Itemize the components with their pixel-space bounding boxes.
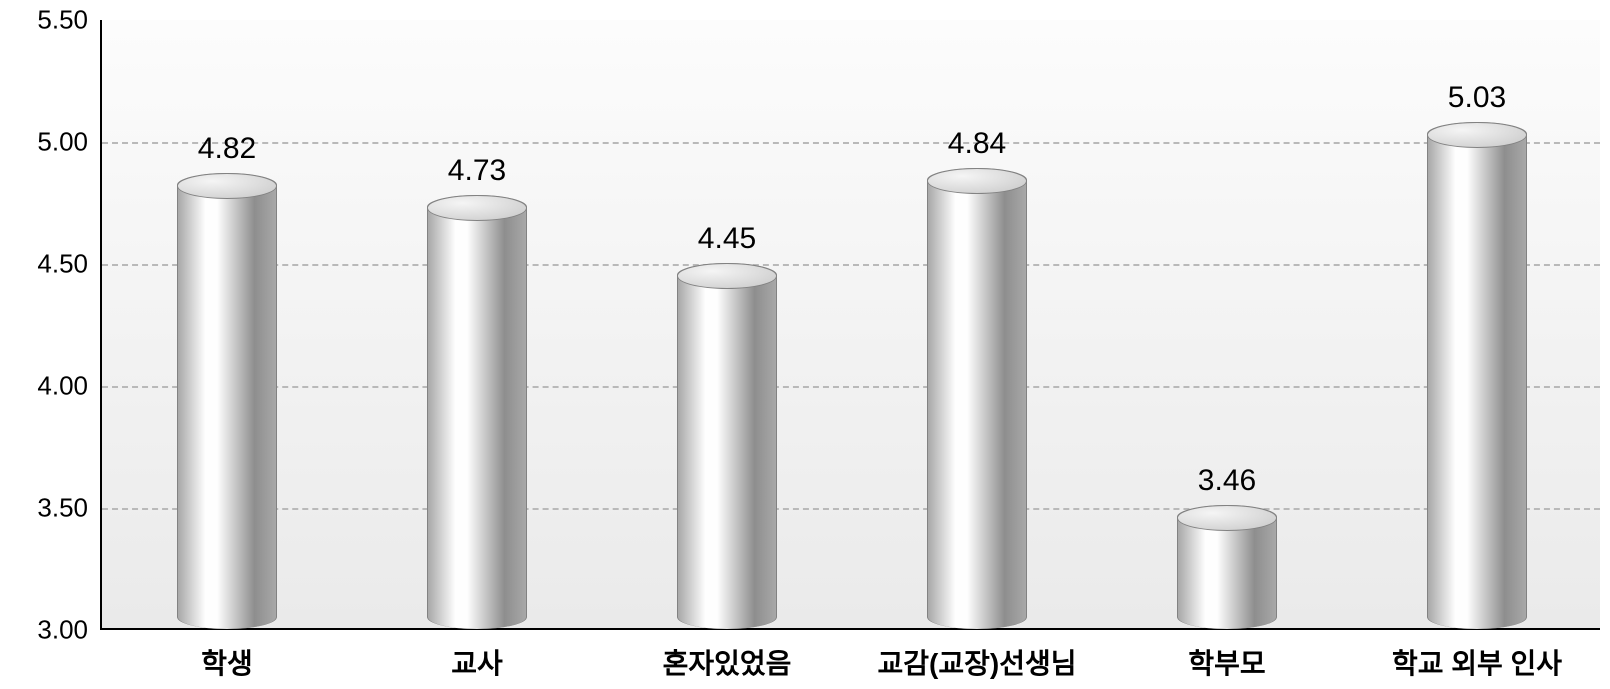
bar-top-cap: [677, 263, 777, 289]
bar-value-label: 4.73: [448, 154, 506, 188]
x-axis-category-label: 학부모: [1188, 628, 1265, 682]
bar-slot: 3.46학부모: [1102, 20, 1352, 628]
x-axis-category-label: 혼자있었음: [663, 628, 792, 682]
bar-slot: 4.82학생: [102, 20, 352, 628]
bar: [427, 195, 527, 629]
y-axis-tick-label: 5.50: [37, 5, 102, 36]
y-axis-tick-label: 5.00: [37, 127, 102, 158]
bar-top-cap: [427, 195, 527, 221]
bar-value-label: 5.03: [1448, 81, 1506, 115]
bar: [1427, 122, 1527, 629]
x-axis-category-label: 학생: [201, 628, 253, 682]
bar-chart: 4.82학생4.73교사4.45혼자있었음4.84교감(교장)선생님3.46학부…: [0, 0, 1610, 689]
bar-top-cap: [1177, 505, 1277, 531]
bar: [677, 263, 777, 629]
bar-top-cap: [927, 168, 1027, 194]
bar: [927, 168, 1027, 629]
x-axis-category-label: 학교 외부 인사: [1392, 628, 1562, 682]
y-axis-tick-label: 4.50: [37, 249, 102, 280]
y-axis-tick-label: 3.00: [37, 615, 102, 646]
y-axis-tick-label: 4.00: [37, 371, 102, 402]
bar-value-label: 4.84: [948, 127, 1006, 161]
bar-slot: 5.03학교 외부 인사: [1352, 20, 1602, 628]
plot-area: 4.82학생4.73교사4.45혼자있었음4.84교감(교장)선생님3.46학부…: [100, 20, 1600, 630]
bar-slot: 4.73교사: [352, 20, 602, 628]
bar-value-label: 3.46: [1198, 464, 1256, 498]
bar: [1177, 505, 1277, 629]
bar-slot: 4.84교감(교장)선생님: [852, 20, 1102, 628]
bar-value-label: 4.82: [198, 132, 256, 166]
bar-slot: 4.45혼자있었음: [602, 20, 852, 628]
y-axis-tick-label: 3.50: [37, 493, 102, 524]
x-axis-category-label: 교감(교장)선생님: [878, 628, 1077, 682]
bars-layer: 4.82학생4.73교사4.45혼자있었음4.84교감(교장)선생님3.46학부…: [102, 20, 1600, 628]
bar-top-cap: [177, 173, 277, 199]
x-axis-category-label: 교사: [451, 628, 503, 682]
bar-value-label: 4.45: [698, 222, 756, 256]
bar-top-cap: [1427, 122, 1527, 148]
bar: [177, 173, 277, 629]
